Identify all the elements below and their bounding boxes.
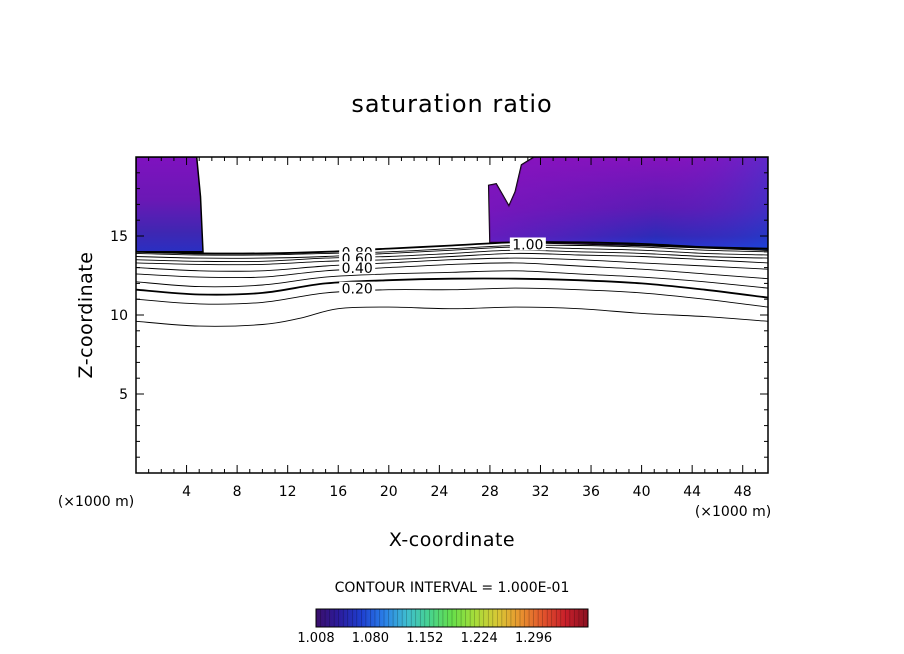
- y-tick-label: 5: [119, 387, 128, 403]
- y-tick-label: 15: [110, 229, 128, 245]
- y-unit-label: (×1000 m): [58, 494, 134, 510]
- contour-lines: [136, 241, 768, 327]
- x-tick-label: 48: [734, 484, 752, 500]
- contour-line-0.1: [136, 287, 768, 308]
- contour-line-0.2: [136, 277, 768, 299]
- x-axis-label: X-coordinate: [389, 529, 515, 551]
- x-tick-label: 28: [481, 484, 499, 500]
- colorbar: [315, 608, 589, 628]
- shaded-regions: [136, 157, 768, 253]
- contour-line-0.9: [136, 244, 768, 256]
- y-ticks: 5 10 15: [110, 172, 768, 458]
- x-tick-label: 32: [532, 484, 550, 500]
- shaded-region-right-overlay: [488, 157, 768, 251]
- chart-title: saturation ratio: [351, 90, 552, 118]
- x-tick-label: 24: [430, 484, 448, 500]
- contour-line-0.8: [136, 246, 768, 259]
- contour-label-bg: [339, 261, 376, 275]
- x-unit-label: (×1000 m): [695, 504, 771, 520]
- colorbar-tick-label: 1.008: [297, 631, 334, 646]
- contour-label-bg: [509, 237, 546, 251]
- colorbar-tick-label: 1.224: [461, 631, 498, 646]
- colorbar-tick-label: 1.296: [515, 631, 552, 646]
- contour-label: 1.00: [512, 237, 543, 253]
- contour-label: 0.20: [342, 282, 373, 298]
- contour-label-bg: [339, 281, 376, 295]
- x-tick-label: 16: [329, 484, 347, 500]
- contour-label: 0.40: [342, 261, 373, 277]
- contour-interval-label: CONTOUR INTERVAL = 1.000E-01: [335, 580, 570, 596]
- x-tick-label: 8: [233, 484, 242, 500]
- colorbar-tick-label: 1.152: [406, 631, 443, 646]
- contour-line-0.6: [136, 252, 768, 266]
- contour-line-0.0: [136, 306, 768, 327]
- contour-line-0.5: [136, 257, 768, 272]
- contour-line-1.0: [136, 241, 768, 255]
- colorbar-segments: [320, 609, 584, 627]
- x-tick-label: 12: [279, 484, 297, 500]
- x-tick-label: 36: [582, 484, 600, 500]
- colorbar-labels: 1.008 1.080 1.152 1.224 1.296: [297, 631, 552, 646]
- x-tick-label: 40: [633, 484, 651, 500]
- x-tick-label: 4: [182, 484, 191, 500]
- shaded-region-left: [136, 157, 204, 253]
- contour-line-0.4: [136, 262, 768, 280]
- contour-labels: 0.800.600.400.201.00: [339, 237, 546, 298]
- y-axis-label: Z-coordinate: [75, 252, 97, 379]
- colorbar-tick-label: 1.080: [352, 631, 389, 646]
- x-tick-label: 44: [683, 484, 701, 500]
- x-tick-label: 20: [380, 484, 398, 500]
- contour-line-0.7: [136, 249, 768, 263]
- contour-line-0.3: [136, 270, 768, 289]
- x-ticks: 4 8 12 16 20 24 28 32 36 40 44 48: [148, 157, 756, 500]
- y-tick-label: 10: [110, 308, 128, 324]
